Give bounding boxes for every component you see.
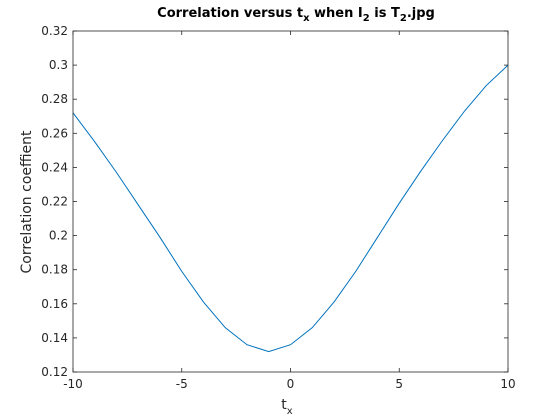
y-tick-label: 0.32 <box>41 24 68 38</box>
y-tick-label: 0.26 <box>41 126 68 140</box>
y-tick-label: 0.16 <box>41 297 68 311</box>
y-tick-label: 0.12 <box>41 365 68 379</box>
x-tick-label: 5 <box>395 377 403 391</box>
x-axis-label: tx <box>281 397 293 417</box>
x-tick-label: -5 <box>176 377 188 391</box>
x-tick-label: 0 <box>287 377 295 391</box>
plot-area <box>73 31 508 372</box>
y-tick-label: 0.24 <box>41 160 68 174</box>
y-tick-label: 0.18 <box>41 263 68 277</box>
chart-title: Correlation versus tx when I2 is T2.jpg <box>157 6 435 24</box>
y-tick-label: 0.2 <box>49 229 68 243</box>
x-tick-label: 10 <box>500 377 515 391</box>
y-tick-label: 0.14 <box>41 331 68 345</box>
series-line <box>72 64 509 353</box>
y-tick-label: 0.22 <box>41 195 68 209</box>
y-tick-label: 0.28 <box>41 92 68 106</box>
x-tick-label: -10 <box>63 377 83 391</box>
axes-box <box>72 30 509 373</box>
y-axis-label: Correlation coeffient <box>19 130 35 274</box>
tick-labels: -10 -5 0 5 10 0.12 0.14 0.16 0.18 0.2 0.22 0.24 0.26… <box>41 24 515 391</box>
y-tick-label: 0.3 <box>49 58 68 72</box>
